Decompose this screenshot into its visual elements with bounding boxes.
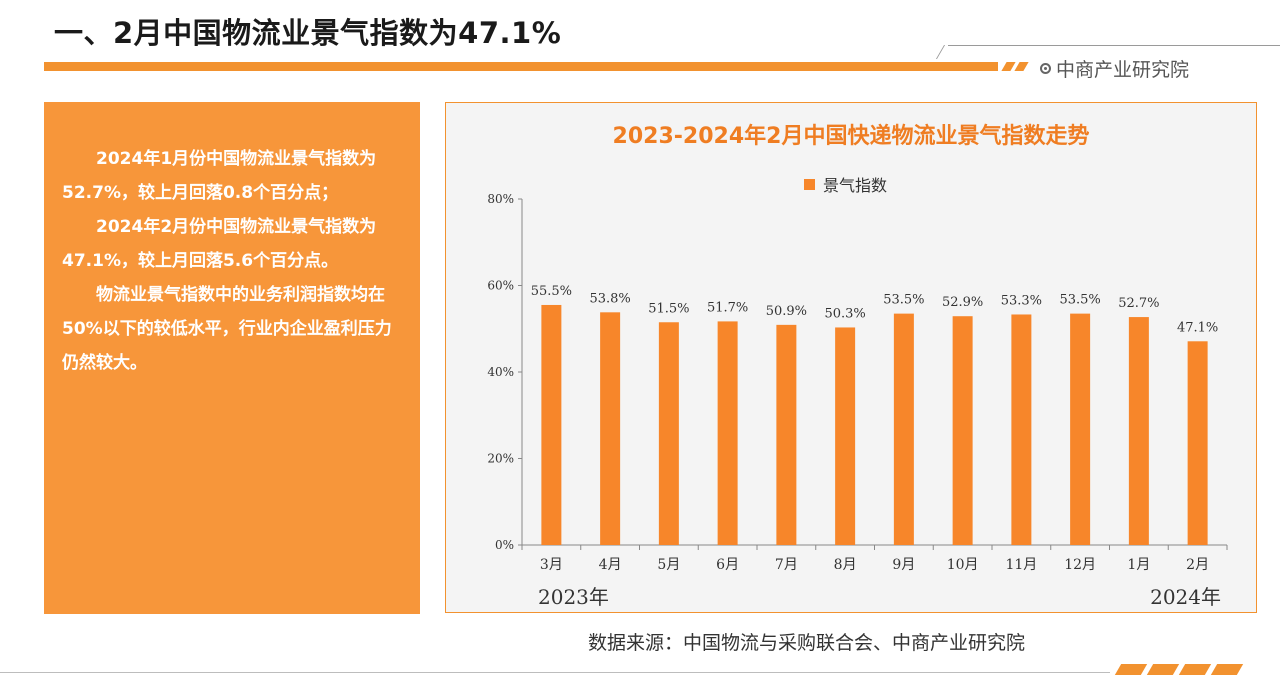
- bar: [1187, 341, 1208, 545]
- y-tick-label: 80%: [487, 192, 514, 206]
- data-source: 数据来源：中国物流与采购联合会、中商产业研究院: [588, 632, 1026, 654]
- chart-title: 2023-2024年2月中国快递物流业景气指数走势: [612, 124, 1090, 149]
- category-label: 10月: [947, 557, 979, 573]
- y-tick-label: 40%: [487, 365, 514, 379]
- bar: [541, 304, 562, 545]
- bar: [1070, 313, 1091, 545]
- category-label: 8月: [834, 557, 857, 573]
- category-label: 3月: [540, 557, 563, 573]
- data-label: 53.3%: [1001, 293, 1042, 308]
- data-label: 51.7%: [707, 300, 748, 315]
- category-label: 12月: [1064, 557, 1096, 573]
- data-label: 52.7%: [1118, 296, 1159, 311]
- data-label: 50.9%: [766, 304, 807, 319]
- title-underline: [44, 62, 998, 71]
- data-label: 53.5%: [883, 293, 924, 308]
- category-label: 6月: [716, 557, 739, 573]
- bar: [893, 313, 914, 545]
- data-label: 47.1%: [1177, 320, 1218, 335]
- data-label: 51.5%: [648, 301, 689, 316]
- category-label: 9月: [892, 557, 915, 573]
- bar: [952, 316, 973, 545]
- header-rule: [948, 45, 1280, 46]
- category-label: 4月: [599, 557, 622, 573]
- bar: [658, 322, 679, 545]
- data-label: 53.8%: [589, 291, 630, 306]
- summary-paragraph: 物流业景气指数中的业务利润指数均在50%以下的较低水平，行业内企业盈利压力仍然较…: [62, 285, 392, 373]
- data-label: 55.5%: [531, 284, 572, 299]
- data-label: 53.5%: [1059, 293, 1100, 308]
- category-label: 1月: [1127, 557, 1150, 573]
- bar: [717, 321, 738, 545]
- data-label: 52.9%: [942, 295, 983, 310]
- brand-icon: [1040, 63, 1051, 74]
- chart-legend: 景气指数: [804, 172, 887, 196]
- y-tick-label: 20%: [487, 452, 514, 466]
- bar: [600, 312, 621, 545]
- y-tick-label: 60%: [487, 279, 514, 293]
- brand-name: 中商产业研究院: [1056, 59, 1190, 81]
- data-label: 50.3%: [824, 306, 865, 321]
- footer-rule: [0, 672, 1110, 673]
- bar: [835, 327, 856, 545]
- category-label: 7月: [775, 557, 798, 573]
- summary-paragraph: 2024年1月份中国物流业景气指数为52.7%，较上月回落0.8个百分点；: [62, 149, 377, 203]
- summary-panel: 2024年1月份中国物流业景气指数为52.7%，较上月回落0.8个百分点； 20…: [44, 102, 420, 614]
- legend-swatch: [804, 178, 815, 190]
- bar: [1128, 317, 1149, 545]
- y-tick-label: 0%: [495, 538, 514, 552]
- legend-label: 景气指数: [823, 176, 888, 195]
- category-label: 11月: [1005, 557, 1037, 573]
- year-label: 2023年: [538, 585, 609, 609]
- summary-paragraph: 2024年2月份中国物流业景气指数为47.1%，较上月回落5.6个百分点。: [62, 217, 377, 271]
- category-label: 5月: [657, 557, 680, 573]
- bar: [1011, 314, 1032, 545]
- page-title: 一、2月中国物流业景气指数为47.1%: [54, 16, 562, 50]
- bar: [776, 324, 797, 545]
- brand: 中商产业研究院: [1040, 55, 1189, 82]
- category-label: 2月: [1186, 557, 1209, 573]
- year-label: 2024年: [1150, 585, 1221, 609]
